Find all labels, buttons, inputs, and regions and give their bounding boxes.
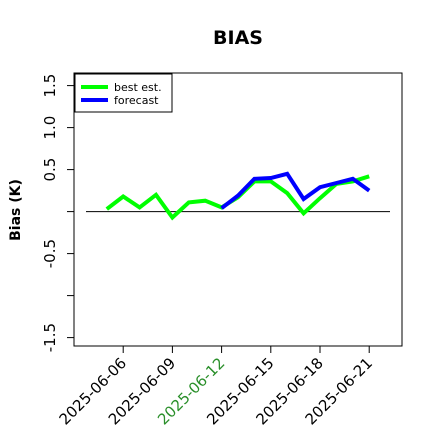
legend-label: forecast — [114, 94, 159, 107]
y-tick-label: -1.5 — [41, 323, 59, 352]
series-lines — [105, 171, 371, 221]
y-tick-label: 1.5 — [41, 74, 59, 98]
legend: best est.forecast — [74, 73, 173, 113]
plot-frame — [73, 72, 403, 347]
y-tick-label: 1.0 — [41, 116, 59, 140]
legend-label: best est. — [114, 81, 162, 94]
series-line-forecast — [220, 171, 371, 210]
legend-box — [74, 73, 173, 113]
y-axis-label: Bias (K) — [8, 179, 24, 241]
y-tick-label: 0.5 — [41, 158, 59, 182]
y-tick-label: -0.5 — [41, 239, 59, 268]
x-axis-ticks: 2025-06-062025-06-092025-06-122025-06-15… — [56, 346, 376, 428]
y-axis-ticks: -1.5 -0.5 0.5 1.0 1.5 — [41, 74, 74, 352]
chart-title: BIAS — [213, 27, 263, 49]
